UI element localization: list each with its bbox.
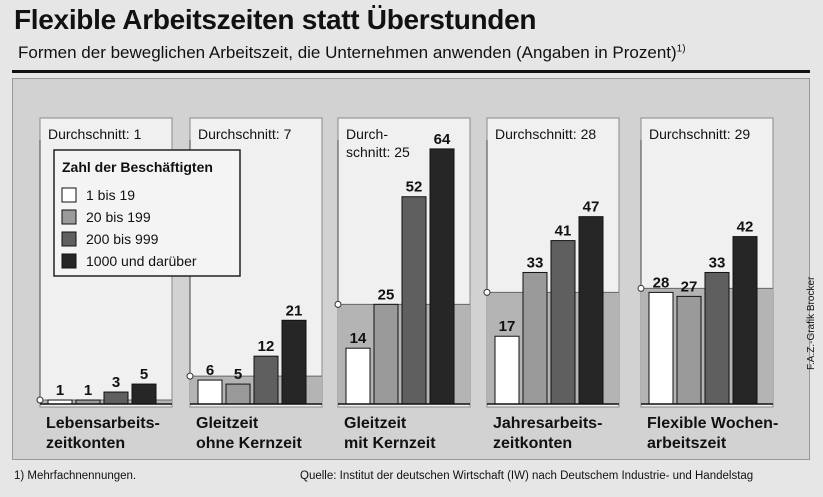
bar — [253, 355, 279, 405]
bar — [225, 383, 251, 405]
subtitle-text: Formen der beweglichen Arbeitszeit, die … — [18, 43, 677, 62]
legend-label: 1 bis 19 — [86, 187, 135, 203]
bar — [732, 236, 758, 405]
average-marker — [334, 300, 342, 308]
bar-value-label: 6 — [206, 362, 214, 379]
average-marker — [637, 284, 645, 292]
bar-value-label: 21 — [286, 302, 303, 319]
category-label: Lebensarbeits- — [46, 415, 160, 432]
category-label: Flexible Wochen- — [647, 415, 778, 432]
category-label: Jahresarbeits- — [493, 415, 602, 432]
category-label: zeitkonten — [46, 435, 125, 452]
bar — [345, 347, 371, 405]
bar-value-label: 27 — [681, 278, 698, 295]
legend-label: 20 bis 199 — [86, 209, 151, 225]
category-label: Gleitzeit — [196, 415, 259, 432]
bar-value-label: 5 — [140, 366, 148, 383]
category-label: ohne Kernzeit — [196, 435, 302, 452]
footnote: 1) Mehrfachnennungen. — [14, 470, 137, 482]
chart-title: Flexible Arbeitszeiten statt Überstunden — [14, 4, 537, 35]
category-label: mit Kernzeit — [344, 435, 436, 452]
bar — [131, 383, 157, 405]
graphic-credit: F.A.Z.-Grafik Brocker — [806, 276, 817, 370]
bar-value-label: 42 — [737, 219, 754, 236]
source-note: Quelle: Institut der deutschen Wirtschaf… — [300, 470, 754, 482]
bar — [578, 216, 604, 405]
bar — [648, 291, 674, 405]
bar — [373, 303, 399, 405]
bar-value-label: 28 — [653, 274, 670, 291]
bar-value-label: 25 — [378, 286, 395, 303]
bar-value-label: 5 — [234, 366, 242, 383]
average-marker — [483, 288, 491, 296]
average-label: Durch- — [346, 126, 388, 142]
bar-value-label: 64 — [434, 131, 451, 148]
subtitle-footnote-mark: 1) — [676, 43, 686, 55]
bar-value-label: 14 — [350, 330, 367, 347]
bar-value-label: 17 — [499, 318, 516, 335]
legend-box — [53, 149, 241, 277]
bar — [281, 319, 307, 405]
bar — [429, 148, 455, 405]
legend-swatch — [61, 187, 77, 203]
bar-value-label: 52 — [406, 179, 423, 196]
bar — [550, 240, 576, 405]
average-label: Durchschnitt: 1 — [48, 126, 142, 142]
bar-value-label: 3 — [112, 374, 120, 391]
bar-value-label: 47 — [583, 199, 600, 216]
bar — [704, 271, 730, 405]
legend-title: Zahl der Beschäftigten — [62, 159, 213, 175]
bar — [676, 295, 702, 405]
average-label: schnitt: 25 — [346, 144, 410, 160]
category-label: Gleitzeit — [344, 415, 407, 432]
legend-swatch — [61, 253, 77, 269]
bar — [103, 391, 129, 405]
bar-value-label: 1 — [84, 382, 92, 399]
average-marker — [186, 372, 194, 380]
category-label: arbeitszeit — [647, 435, 727, 452]
average-label: Durchschnitt: 29 — [649, 126, 750, 142]
legend-label: 200 bis 999 — [86, 231, 159, 247]
category-label: zeitkonten — [493, 435, 572, 452]
bar-value-label: 1 — [56, 382, 64, 399]
bar-value-label: 33 — [709, 254, 726, 271]
bar-value-label: 12 — [258, 338, 275, 355]
average-label: Durchschnitt: 28 — [495, 126, 596, 142]
bar-value-label: 41 — [555, 223, 572, 240]
bar — [522, 271, 548, 405]
title-rule — [12, 70, 810, 73]
average-marker — [36, 396, 44, 404]
average-label: Durchschnitt: 7 — [198, 126, 292, 142]
legend-swatch — [61, 231, 77, 247]
bar-value-label: 33 — [527, 254, 544, 271]
legend-swatch — [61, 209, 77, 225]
bar — [494, 335, 520, 405]
legend-label: 1000 und darüber — [86, 253, 197, 269]
bar — [401, 196, 427, 405]
chart-subtitle: Formen der beweglichen Arbeitszeit, die … — [18, 43, 686, 63]
bar — [197, 379, 223, 405]
